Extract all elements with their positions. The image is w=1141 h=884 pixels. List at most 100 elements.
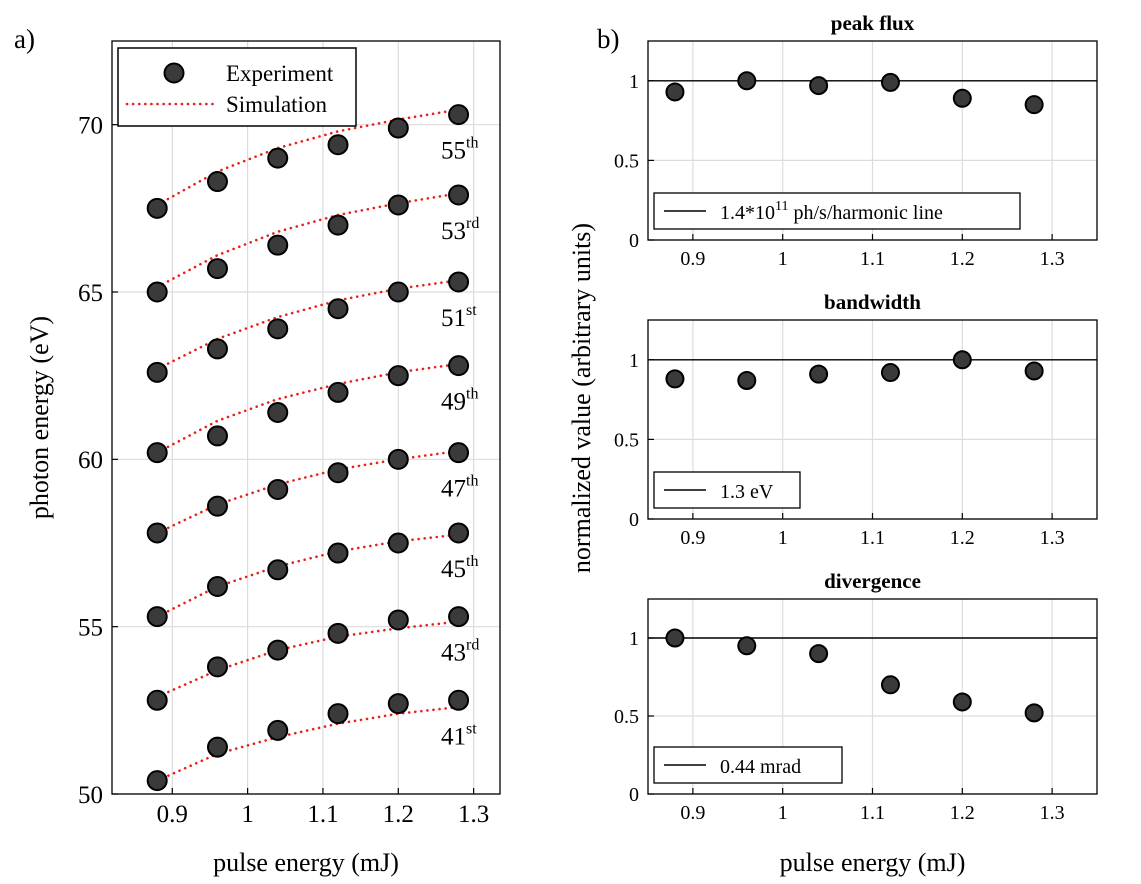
- axes-frame: [111, 40, 501, 795]
- experiment-point: [1024, 703, 1044, 723]
- legend-box: [117, 47, 357, 127]
- x-tick-label: 1.1: [860, 802, 885, 824]
- harmonic-order: 53: [441, 218, 466, 245]
- x-tick-label: 0.9: [157, 801, 188, 828]
- experiment-point: [146, 197, 168, 219]
- legend-box: [653, 192, 1021, 230]
- experiment-point: [665, 369, 685, 389]
- experiment-point: [267, 147, 289, 169]
- legend-label-base: 1.3 eV: [720, 481, 774, 503]
- x-tick-label: 1: [778, 527, 788, 549]
- y-tick-label: 0.5: [614, 706, 639, 728]
- experiment-point: [327, 703, 349, 725]
- experiment-point: [206, 338, 228, 360]
- y-tick-label: 0: [629, 230, 639, 252]
- harmonic-label: 49th: [441, 386, 478, 416]
- harmonic-suffix: th: [466, 386, 478, 403]
- legend-label: 1.3 eV: [720, 481, 774, 503]
- experiment-point: [267, 719, 289, 741]
- y-tick-label: 0.5: [614, 429, 639, 451]
- x-tick-label: 1.1: [307, 801, 338, 828]
- harmonic-suffix: th: [466, 553, 478, 570]
- simulation-line: [155, 449, 460, 535]
- subplot-title: peak flux: [831, 11, 915, 35]
- experiment-point: [387, 609, 409, 631]
- x-tick-label: 0.9: [680, 527, 705, 549]
- experiment-point: [146, 361, 168, 383]
- harmonic-label: 45th: [441, 553, 478, 583]
- x-tick-label: 1.2: [383, 801, 414, 828]
- x-tick-label: 1.3: [458, 801, 489, 828]
- x-tick-label: 1.1: [860, 527, 885, 549]
- experiment-point: [146, 281, 168, 303]
- experiment-point: [146, 522, 168, 544]
- experiment-point: [206, 495, 228, 517]
- legend-label-exponent: 11: [775, 199, 788, 214]
- x-tick-label: 0.9: [680, 248, 705, 270]
- harmonic-label: 55th: [441, 135, 478, 165]
- harmonic-suffix: st: [466, 302, 477, 319]
- experiment-point: [163, 62, 185, 84]
- harmonic-label: 43rd: [441, 637, 479, 667]
- harmonic-order: 47: [441, 476, 466, 503]
- simulation-line: [155, 108, 460, 207]
- simulation-line: [155, 278, 460, 371]
- x-tick-label: 1: [241, 801, 254, 828]
- experiment-point: [267, 318, 289, 340]
- experiment-point: [880, 363, 900, 383]
- harmonic-label: 53rd: [441, 215, 479, 245]
- legend-label: 0.44 mrad: [720, 756, 801, 778]
- harmonic-label: 51st: [441, 302, 477, 332]
- harmonic-order: 45: [441, 556, 466, 583]
- y-tick-label: 0: [629, 509, 639, 531]
- x-tick-label: 1: [778, 802, 788, 824]
- y-tick-label: 0.5: [614, 150, 639, 172]
- experiment-point: [952, 350, 972, 370]
- harmonic-label: 41st: [441, 720, 477, 750]
- y-tick-label: 1: [629, 71, 639, 93]
- experiment-point: [1024, 95, 1044, 115]
- x-tick-label: 1: [778, 248, 788, 270]
- experiment-point: [327, 542, 349, 564]
- experiment-point: [1024, 361, 1044, 381]
- simulation-line: [155, 705, 460, 782]
- experiment-point: [327, 622, 349, 644]
- experiment-point: [146, 606, 168, 628]
- experiment-point: [267, 559, 289, 581]
- legend-label-rest: ph/s/harmonic line: [788, 202, 943, 224]
- experiment-point: [809, 76, 829, 96]
- experiment-point: [448, 355, 470, 377]
- x-axis-label: pulse energy (mJ): [780, 848, 966, 877]
- legend-label-base: 0.44 mrad: [720, 756, 801, 778]
- x-tick-label: 1.2: [950, 527, 975, 549]
- experiment-point: [737, 636, 757, 656]
- x-tick-label: 1.2: [950, 248, 975, 270]
- x-tick-label: 1.2: [950, 802, 975, 824]
- harmonic-order: 51: [441, 305, 466, 332]
- experiment-point: [448, 442, 470, 464]
- y-tick-label: 55: [78, 614, 103, 641]
- experiment-point: [952, 88, 972, 108]
- experiment-point: [737, 370, 757, 390]
- experiment-point: [206, 576, 228, 598]
- y-tick-label: 0: [629, 784, 639, 806]
- experiment-point: [327, 462, 349, 484]
- legend: Experiment Simulation: [117, 47, 357, 127]
- experiment-point: [146, 689, 168, 711]
- experiment-point: [952, 692, 972, 712]
- experiment-point: [880, 72, 900, 92]
- harmonic-suffix: st: [466, 720, 477, 737]
- harmonic-suffix: th: [466, 135, 478, 152]
- experiment-point: [327, 381, 349, 403]
- y-tick-label: 70: [78, 112, 103, 139]
- legend: 1.3 eV: [653, 471, 801, 509]
- experiment-point: [448, 104, 470, 126]
- y-tick-label: 60: [78, 447, 103, 474]
- experiment-point: [448, 689, 470, 711]
- x-tick-label: 1.3: [1040, 527, 1065, 549]
- y-tick-label: 65: [78, 280, 103, 307]
- experiment-point: [146, 770, 168, 792]
- harmonic-order: 55: [441, 138, 466, 165]
- simulation-line: [155, 192, 460, 289]
- experiment-point: [327, 214, 349, 236]
